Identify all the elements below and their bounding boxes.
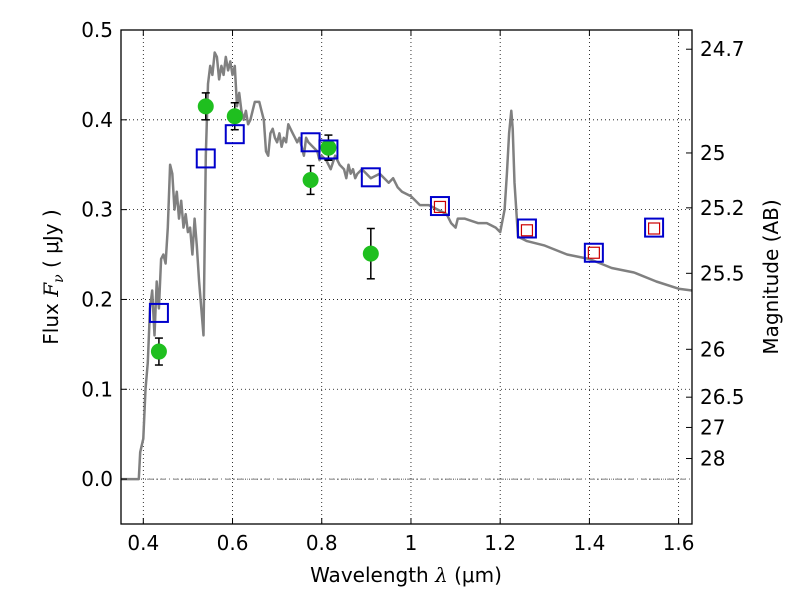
plot-frame — [120, 29, 693, 525]
model-square — [318, 139, 339, 160]
nir-model-square — [647, 222, 661, 235]
x-tick-label: 0.8 — [306, 531, 338, 555]
x-tick-label: 0.6 — [217, 531, 249, 555]
nir-model-square — [587, 246, 600, 259]
y-tick-label: 0.3 — [81, 198, 113, 222]
right-ticks: 24.7 25 25.2 25.5 26 26.5 27 28 — [686, 37, 745, 471]
x-ticks: 0.4 0.6 0.8 1 1.2 1.4 1.6 — [127, 30, 695, 555]
observed-point — [302, 171, 319, 188]
model-square — [516, 218, 537, 239]
y-tick-label: 0.5 — [81, 18, 113, 42]
y-tick-label: 0.4 — [81, 108, 113, 132]
model-square — [148, 302, 169, 323]
y-tick-label: 0.1 — [81, 377, 113, 401]
nir-model-square — [520, 224, 534, 237]
model-square — [644, 217, 665, 238]
y-axis-title: Flux Fν ( μJy ) — [39, 209, 67, 344]
observed-point — [320, 139, 337, 156]
plot-border — [120, 29, 693, 525]
y-tick-label: 0.2 — [81, 287, 113, 311]
y-tick-label: 0.0 — [81, 467, 113, 491]
x-axis-title: Wavelength λ (μm) — [310, 563, 502, 587]
observed-point — [150, 343, 167, 360]
y-ticks: 0.0 0.1 0.2 0.3 0.4 0.5 — [81, 18, 127, 491]
observed-point — [362, 245, 379, 262]
right-tick-label: 25.5 — [700, 261, 745, 285]
right-tick-label: 26 — [700, 337, 725, 361]
x-tick-label: 1.4 — [573, 531, 605, 555]
observed-point — [226, 108, 243, 125]
x-tick-label: 1 — [405, 531, 418, 555]
right-tick-label: 26.5 — [700, 385, 745, 409]
sed-line-layer — [121, 51, 693, 481]
right-tick-label: 27 — [700, 415, 725, 439]
nir-model-square — [433, 200, 447, 214]
model-square — [583, 242, 604, 263]
sed-model-line — [121, 51, 693, 481]
x-tick-label: 1.2 — [484, 531, 516, 555]
model-square — [429, 196, 450, 217]
right-tick-label: 25.2 — [700, 196, 745, 220]
observed-point — [197, 98, 214, 115]
observed-points — [150, 92, 379, 366]
x-tick-label: 1.6 — [663, 531, 695, 555]
right-tick-label: 25 — [700, 141, 725, 165]
model-squares — [148, 124, 665, 323]
model-square — [195, 148, 216, 169]
model-square — [224, 124, 245, 145]
right-tick-label: 28 — [700, 447, 725, 471]
x-tick-label: 0.4 — [127, 531, 159, 555]
right-axis-title: Magnitude (AB) — [759, 199, 783, 354]
right-tick-label: 24.7 — [700, 37, 745, 61]
model-square — [360, 167, 381, 188]
